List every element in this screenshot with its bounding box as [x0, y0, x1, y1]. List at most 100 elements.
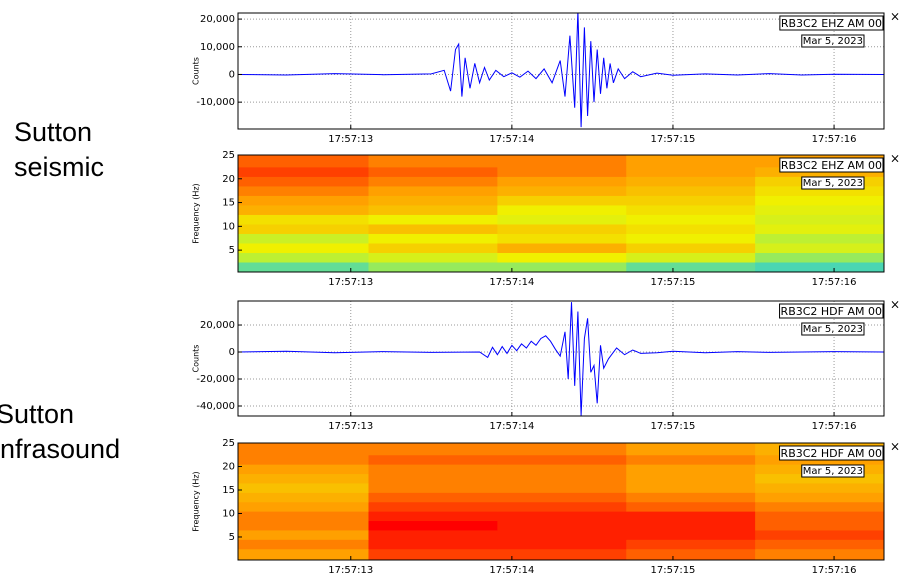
- waveform: [238, 13, 884, 128]
- spectrogram-cell: [755, 262, 884, 272]
- spectrogram-cell: [368, 539, 498, 550]
- spectrogram-cell: [497, 511, 627, 522]
- waveform: [238, 302, 884, 416]
- x-tick-label: 17:57:14: [489, 565, 534, 576]
- close-button[interactable]: ×: [890, 440, 899, 454]
- spectrogram-cell: [626, 529, 756, 540]
- spectrogram-cell: [755, 242, 884, 253]
- y-tick-label: 10: [222, 221, 235, 232]
- spectrogram-cell: [497, 482, 627, 493]
- x-tick-label: 17:57:15: [651, 421, 696, 432]
- y-axis-label: Counts: [192, 345, 201, 373]
- x-tick-label: 17:57:16: [812, 277, 857, 288]
- date-box: [801, 34, 865, 48]
- spectrogram-cell: [238, 473, 369, 484]
- spectrogram-cell: [626, 443, 756, 456]
- y-tick-label: -10,000: [196, 97, 235, 108]
- side-label: Sutton: [14, 117, 92, 147]
- spectrogram-cell: [755, 529, 884, 540]
- spectrogram-cell: [497, 492, 627, 503]
- date-label: Mar 5, 2023: [803, 36, 863, 47]
- y-axis-label: Frequency (Hz): [192, 471, 201, 531]
- plot-frame: [237, 154, 885, 273]
- spectrogram-cell: [626, 464, 756, 475]
- spectrogram-cell: [368, 529, 498, 540]
- spectrogram-cell: [238, 539, 369, 550]
- station-label: RB3C2 HDF AM 00: [781, 305, 882, 318]
- x-tick-label: 17:57:14: [489, 421, 534, 432]
- close-button[interactable]: ×: [890, 298, 899, 312]
- spectrogram-cell: [238, 166, 369, 177]
- spectrogram-cell: [755, 482, 884, 493]
- side-label: seismic: [14, 152, 104, 182]
- spectrogram-cell: [238, 214, 369, 225]
- date-label: Mar 5, 2023: [803, 466, 863, 477]
- spectrogram-cell: [497, 520, 627, 531]
- y-tick-label: 25: [222, 150, 235, 161]
- spectrogram-cell: [238, 204, 369, 215]
- x-tick-label: 17:57:15: [651, 565, 696, 576]
- spectrogram-cell: [626, 242, 756, 253]
- spectrogram-cell: [755, 223, 884, 234]
- spectrogram-cell: [626, 223, 756, 234]
- spectrogram-cell: [368, 252, 498, 263]
- spectrogram-cell: [626, 520, 756, 531]
- spectrogram-cell: [238, 262, 369, 272]
- x-tick-label: 17:57:14: [489, 277, 534, 288]
- spectrogram-cell: [497, 185, 627, 196]
- y-tick-label: 15: [222, 485, 235, 496]
- spectrogram-cell: [368, 242, 498, 253]
- spectrogram-cell: [755, 195, 884, 206]
- spectrogram-cell: [755, 252, 884, 263]
- spectrogram-cell: [238, 195, 369, 206]
- date-box: [801, 322, 865, 336]
- spectrogram-cell: [626, 233, 756, 244]
- spectrogram-cell: [755, 492, 884, 503]
- spectrogram-cell: [755, 548, 884, 560]
- spectrogram-cell: [368, 204, 498, 215]
- x-tick-label: 17:57:13: [328, 277, 373, 288]
- spectrogram-cell: [497, 242, 627, 253]
- spectrogram-cell: [626, 482, 756, 493]
- plot-frame: [237, 12, 885, 130]
- spectrogram-cell: [238, 233, 369, 244]
- y-tick-label: 20,000: [200, 320, 235, 331]
- spectrogram-cell: [497, 501, 627, 512]
- spectrogram-cell: [626, 195, 756, 206]
- spectrogram-cell: [497, 548, 627, 560]
- side-label: Sutton: [0, 399, 74, 429]
- plot-area: [238, 155, 884, 272]
- spectrogram-cell: [368, 548, 498, 560]
- y-tick-label: 10: [222, 508, 235, 519]
- spectrogram-cell: [497, 473, 627, 484]
- y-tick-label: -40,000: [196, 401, 235, 412]
- x-tick-label: 17:57:16: [812, 565, 857, 576]
- spectrogram-cell: [368, 233, 498, 244]
- spectrogram-cell: [626, 185, 756, 196]
- close-button[interactable]: ×: [890, 10, 899, 24]
- spectrogram-cell: [755, 473, 884, 484]
- station-label: RB3C2 EHZ AM 00: [781, 159, 882, 172]
- spectrogram-cell: [755, 185, 884, 196]
- spectrogram-cell: [497, 195, 627, 206]
- x-tick-label: 17:57:15: [651, 134, 696, 145]
- spectrogram-cell: [238, 443, 369, 456]
- y-tick-label: 20: [222, 461, 235, 472]
- x-tick-label: 17:57:16: [812, 134, 857, 145]
- spectrogram-cell: [238, 482, 369, 493]
- x-tick-label: 17:57:16: [812, 421, 857, 432]
- y-axis-label: Counts: [192, 57, 201, 85]
- date-box: [801, 176, 865, 190]
- spectrogram-cell: [497, 223, 627, 234]
- spectrogram-cell: [368, 223, 498, 234]
- plot-area: [238, 443, 884, 560]
- spectrogram-cell: [626, 501, 756, 512]
- spectrogram-cell: [368, 464, 498, 475]
- spectrogram-cell: [368, 482, 498, 493]
- close-button[interactable]: ×: [890, 152, 899, 166]
- spectrogram-cell: [238, 529, 369, 540]
- x-tick-label: 17:57:15: [651, 277, 696, 288]
- spectrogram-cell: [497, 155, 627, 168]
- spectrogram-cell: [368, 195, 498, 206]
